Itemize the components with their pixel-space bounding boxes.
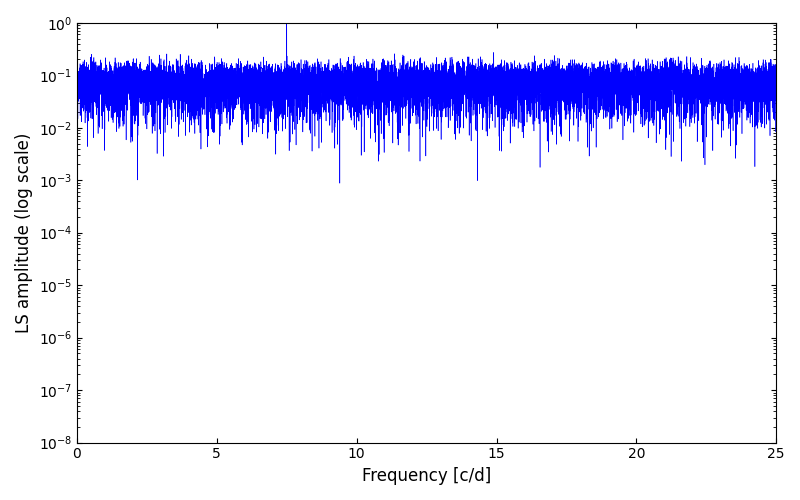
X-axis label: Frequency [c/d]: Frequency [c/d] <box>362 467 491 485</box>
Y-axis label: LS amplitude (log scale): LS amplitude (log scale) <box>15 132 33 333</box>
